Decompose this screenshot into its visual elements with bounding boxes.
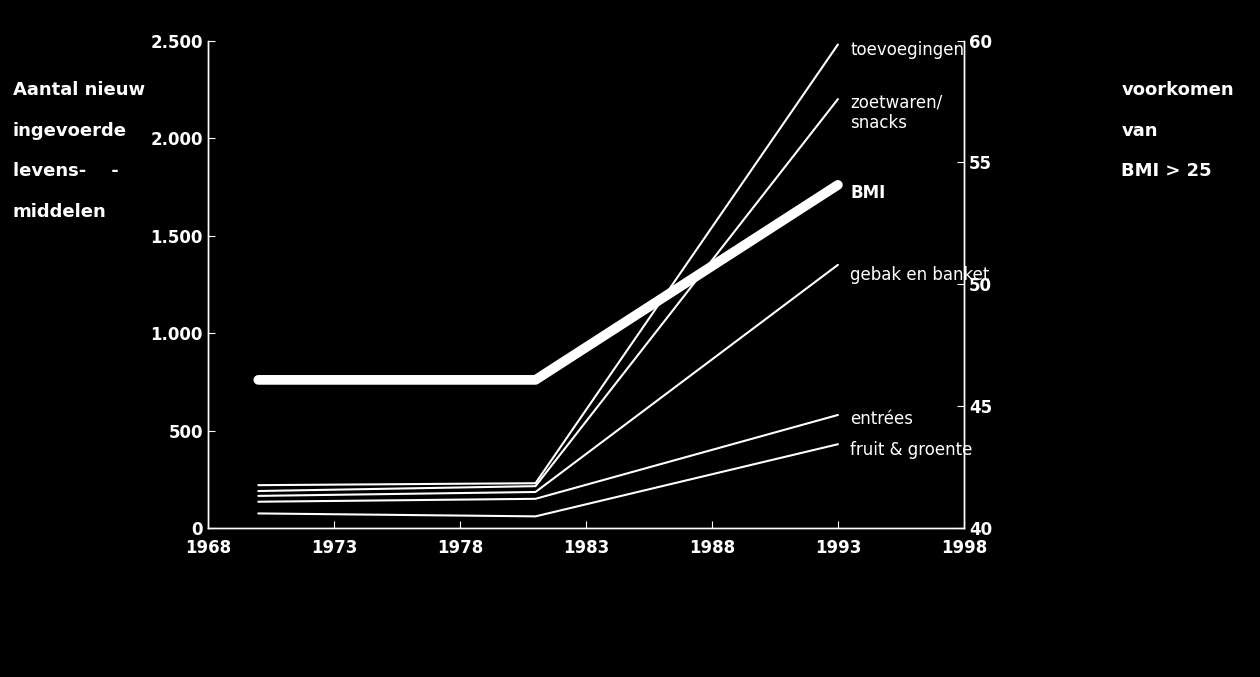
Text: Aantal nieuw: Aantal nieuw <box>13 81 145 100</box>
Text: entrées: entrées <box>850 410 913 428</box>
Text: levens-    -: levens- - <box>13 162 118 181</box>
Text: zoetwaren/
snacks: zoetwaren/ snacks <box>850 93 942 132</box>
Text: fruit & groente: fruit & groente <box>850 441 973 459</box>
Text: ingevoerde: ingevoerde <box>13 122 126 140</box>
Text: middelen: middelen <box>13 203 106 221</box>
Text: toevoegingen: toevoegingen <box>850 41 964 60</box>
Text: gebak en banket: gebak en banket <box>850 265 990 284</box>
Text: voorkomen: voorkomen <box>1121 81 1234 100</box>
Text: BMI > 25: BMI > 25 <box>1121 162 1212 181</box>
Text: van: van <box>1121 122 1158 140</box>
Text: BMI: BMI <box>850 183 886 202</box>
